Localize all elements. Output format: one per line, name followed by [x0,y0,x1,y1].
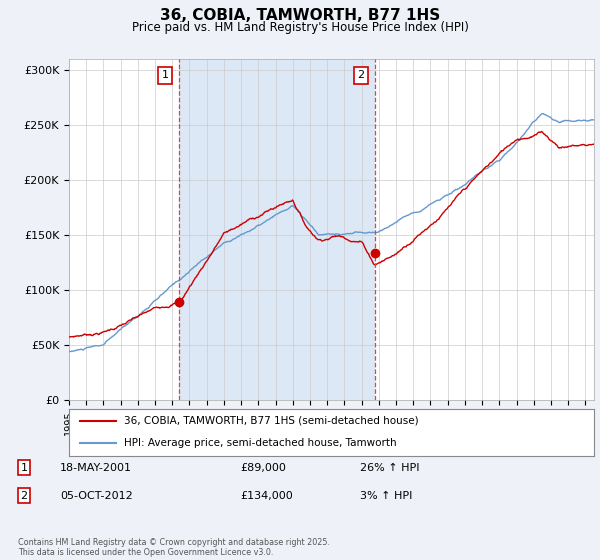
Text: Contains HM Land Registry data © Crown copyright and database right 2025.
This d: Contains HM Land Registry data © Crown c… [18,538,330,557]
Text: 26% ↑ HPI: 26% ↑ HPI [360,463,419,473]
Text: 36, COBIA, TAMWORTH, B77 1HS: 36, COBIA, TAMWORTH, B77 1HS [160,8,440,24]
Text: 2: 2 [357,71,364,80]
Text: £134,000: £134,000 [240,491,293,501]
Bar [179,59,374,400]
Text: 05-OCT-2012: 05-OCT-2012 [60,491,133,501]
Text: HPI: Average price, semi-detached house, Tamworth: HPI: Average price, semi-detached house,… [124,438,397,448]
Text: 3% ↑ HPI: 3% ↑ HPI [360,491,412,501]
Text: 1: 1 [20,463,28,473]
Text: £89,000: £89,000 [240,463,286,473]
Text: 1: 1 [161,71,169,80]
Text: 36, COBIA, TAMWORTH, B77 1HS (semi-detached house): 36, COBIA, TAMWORTH, B77 1HS (semi-detac… [124,416,419,426]
Text: Price paid vs. HM Land Registry's House Price Index (HPI): Price paid vs. HM Land Registry's House … [131,21,469,34]
Text: 18-MAY-2001: 18-MAY-2001 [60,463,132,473]
Text: 2: 2 [20,491,28,501]
